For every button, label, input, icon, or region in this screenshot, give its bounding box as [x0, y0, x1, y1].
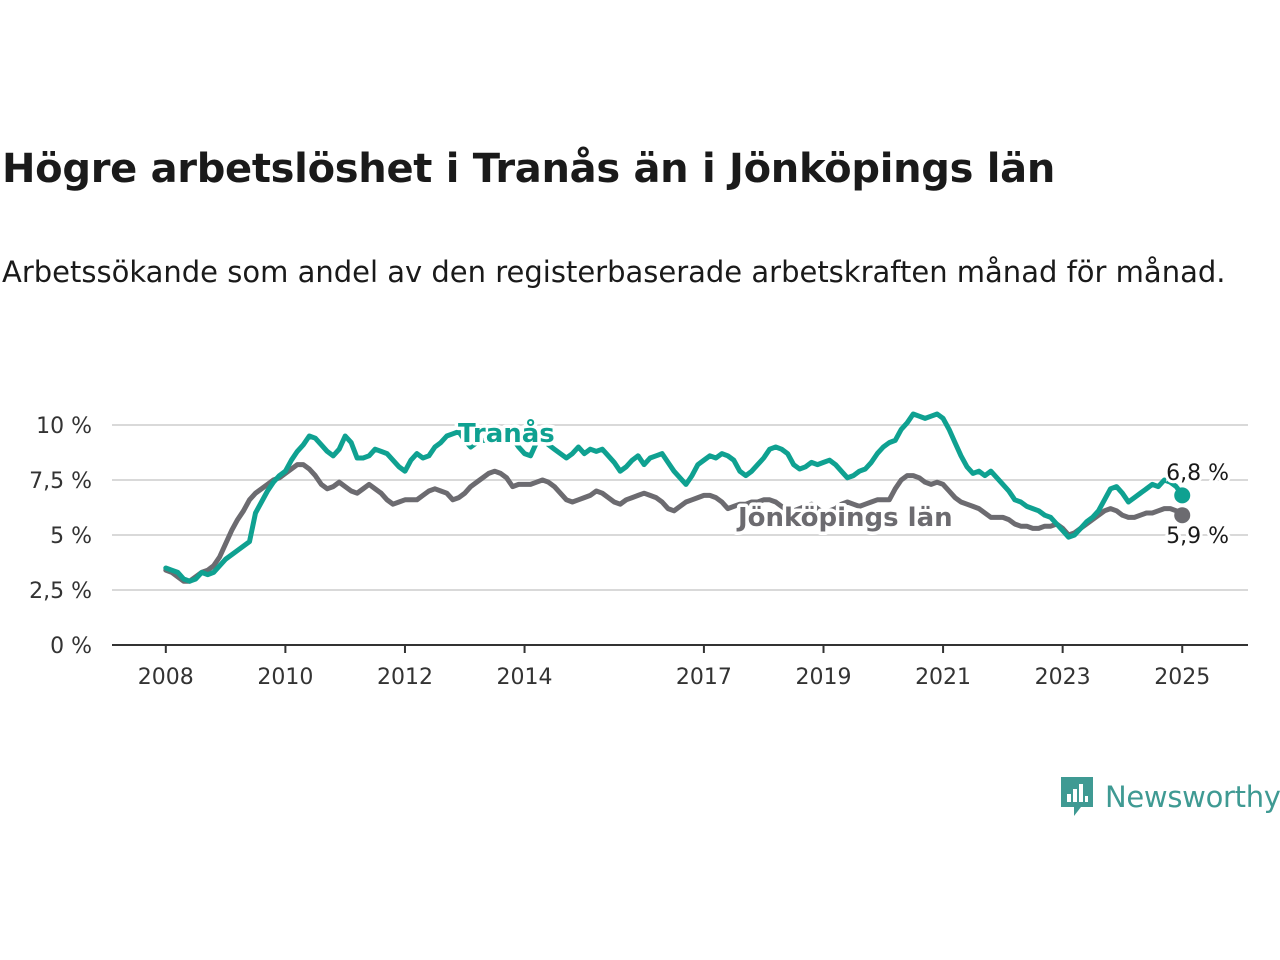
y-tick-label: 7,5 % [29, 469, 92, 494]
end-point [1174, 487, 1191, 504]
x-tick-label: 2008 [138, 665, 194, 690]
chart-subtitle: Arbetssökande som andel av den registerb… [2, 255, 1226, 289]
y-tick-label: 5 % [50, 524, 92, 549]
x-tick-label: 2017 [676, 665, 732, 690]
series-label-jonkoping: Jönköpings län [736, 503, 953, 533]
series-label-tranas: Tranås [458, 417, 555, 449]
end-label-tranas: 6,8 % [1166, 461, 1229, 486]
y-tick-label: 0 % [50, 634, 92, 659]
x-tick-label: 2019 [795, 665, 851, 690]
newsworthy-chart-bubble-icon [1061, 777, 1093, 816]
series-line [163, 462, 1185, 584]
chart-title: Högre arbetslöshet i Tranås än i Jönköpi… [2, 146, 1056, 192]
x-tick-label: 2021 [915, 665, 971, 690]
x-tick-label: 2014 [497, 665, 553, 690]
y-axis-ticks: 0 % 2,5 % 5 % 7,5 % 10 % [29, 414, 92, 659]
end-label-jonkoping: 5,9 % [1166, 524, 1229, 549]
x-axis-ticks: 2008 2010 2012 2014 2017 2019 2021 2023 2025 [138, 645, 1210, 690]
x-tick-label: 2023 [1035, 665, 1091, 690]
x-tick-label: 2010 [257, 665, 313, 690]
series-labels: Tranås Jönköpings län 6,8 % 5,9 % [455, 414, 1233, 553]
brand-name: Newsworthy [1105, 780, 1280, 814]
x-tick-label: 2012 [377, 665, 433, 690]
end-point [1174, 507, 1191, 524]
x-tick-label: 2025 [1154, 665, 1210, 690]
y-tick-label: 2,5 % [29, 579, 92, 604]
series-lines [163, 411, 1191, 584]
newsworthy-logo: Newsworthy [1059, 774, 1280, 820]
line-chart: 0 % 2,5 % 5 % 7,5 % 10 % 2008 2010 2012 2014 201… [29, 411, 1248, 690]
y-tick-label: 10 % [36, 414, 92, 439]
series-line [163, 411, 1185, 584]
